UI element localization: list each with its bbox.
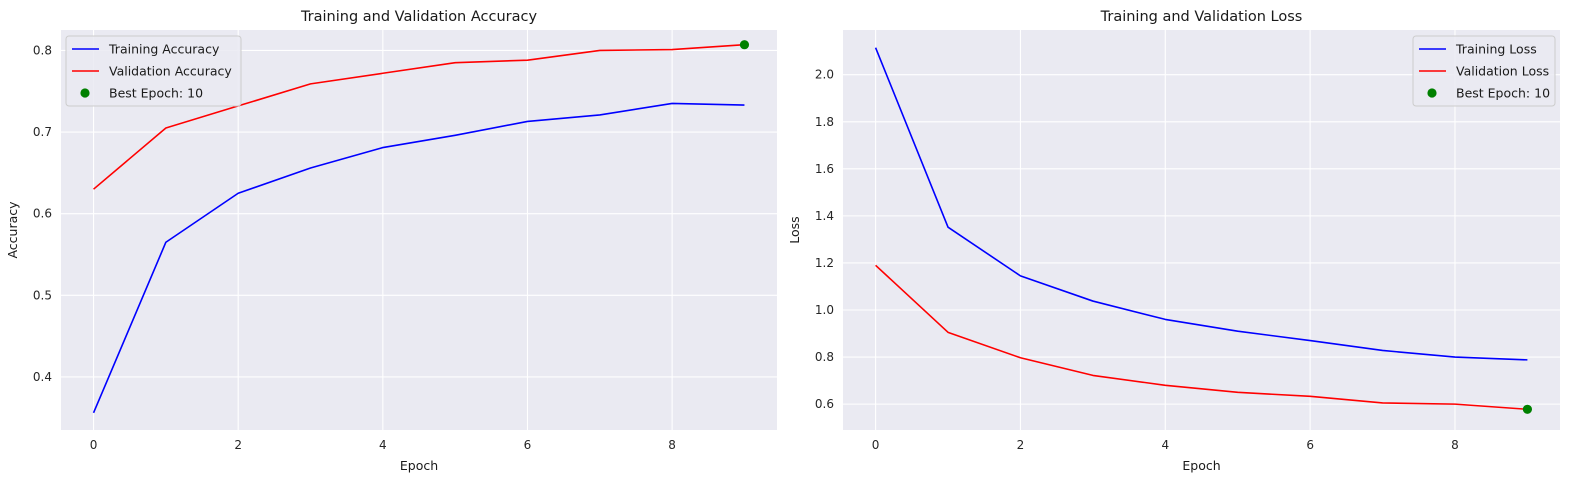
- accuracy-legend-training: Training Accuracy: [108, 42, 220, 57]
- loss-y-tick-label: 1.6: [815, 162, 834, 176]
- accuracy-chart: 0 2 4 6 8 0.4 0.5 0.6 0.7 0.8 Training and Valida…: [5, 9, 777, 473]
- loss-x-tick-label: 0: [872, 438, 880, 452]
- loss-y-tick-label: 2.0: [815, 68, 834, 82]
- accuracy-legend-box: [65, 35, 242, 107]
- accuracy-legend-best-epoch: Best Epoch: 10: [109, 86, 203, 101]
- loss-legend-validation: Validation Loss: [1456, 64, 1549, 79]
- loss-series: [874, 47, 1533, 414]
- loss-y-tick-label: 1.0: [815, 303, 834, 317]
- accuracy-chart-title: Training and Validation Accuracy: [300, 9, 538, 25]
- loss-y-tick-label: 0.6: [815, 397, 834, 411]
- accuracy-y-tick-label: 0.8: [33, 43, 52, 57]
- accuracy-legend-validation: Validation Accuracy: [109, 64, 232, 79]
- accuracy-validation-line: [93, 43, 745, 190]
- accuracy-y-tick-label: 0.7: [33, 125, 52, 139]
- loss-y-tick-label: 1.4: [815, 209, 834, 223]
- loss-chart-title: Training and Validation Loss: [1100, 9, 1303, 25]
- accuracy-series: [92, 40, 750, 414]
- loss-x-tick-label: 8: [1451, 438, 1459, 452]
- loss-chart: 0 2 4 6 8 0.6 0.8 1.0 1.2 1.4 1.6 1.8 2.0 Training a…: [787, 9, 1560, 473]
- accuracy-x-tick-label: 2: [234, 438, 242, 452]
- accuracy-x-tick-label: 6: [524, 438, 532, 452]
- accuracy-y-axis-label: Accuracy: [5, 201, 20, 259]
- loss-training-line: [874, 47, 1528, 361]
- accuracy-tick-labels: 0 2 4 6 8 0.4 0.5 0.6 0.7 0.8: [33, 43, 676, 452]
- accuracy-y-tick-label: 0.5: [33, 288, 52, 302]
- loss-x-tick-label: 6: [1306, 438, 1314, 452]
- loss-y-tick-label: 0.8: [815, 350, 834, 364]
- loss-legend-best-epoch: Best Epoch: 10: [1456, 86, 1550, 101]
- accuracy-training-line: [92, 102, 745, 414]
- accuracy-y-tick-label: 0.4: [33, 370, 52, 384]
- loss-x-axis-label: Epoch: [1182, 458, 1220, 473]
- loss-x-tick-label: 2: [1017, 438, 1025, 452]
- loss-legend-box: [1412, 35, 1556, 107]
- loss-validation-line: [875, 264, 1528, 411]
- accuracy-y-tick-label: 0.6: [33, 207, 52, 221]
- loss-legend-training: Training Loss: [1455, 42, 1537, 57]
- accuracy-x-tick-label: 4: [379, 438, 387, 452]
- loss-legend-swatch-best-epoch: [1427, 88, 1437, 98]
- accuracy-legend: Training Accuracy Validation Accuracy Be…: [65, 35, 242, 107]
- loss-y-tick-label: 1.2: [815, 256, 834, 270]
- loss-y-axis-label: Loss: [787, 216, 802, 243]
- loss-tick-labels: 0 2 4 6 8 0.6 0.8 1.0 1.2 1.4 1.6 1.8 2.0: [815, 68, 1459, 452]
- loss-legend: Training Loss Validation Loss Best Epoch…: [1412, 35, 1556, 107]
- loss-best-epoch-point: [1522, 404, 1533, 414]
- accuracy-x-axis-label: Epoch: [400, 458, 438, 473]
- accuracy-legend-swatch-best-epoch: [80, 88, 90, 98]
- accuracy-x-tick-label: 0: [90, 438, 98, 452]
- loss-x-tick-label: 4: [1161, 438, 1169, 452]
- loss-y-tick-label: 1.8: [815, 115, 834, 129]
- accuracy-best-epoch-point: [739, 40, 750, 50]
- accuracy-x-tick-label: 8: [668, 438, 676, 452]
